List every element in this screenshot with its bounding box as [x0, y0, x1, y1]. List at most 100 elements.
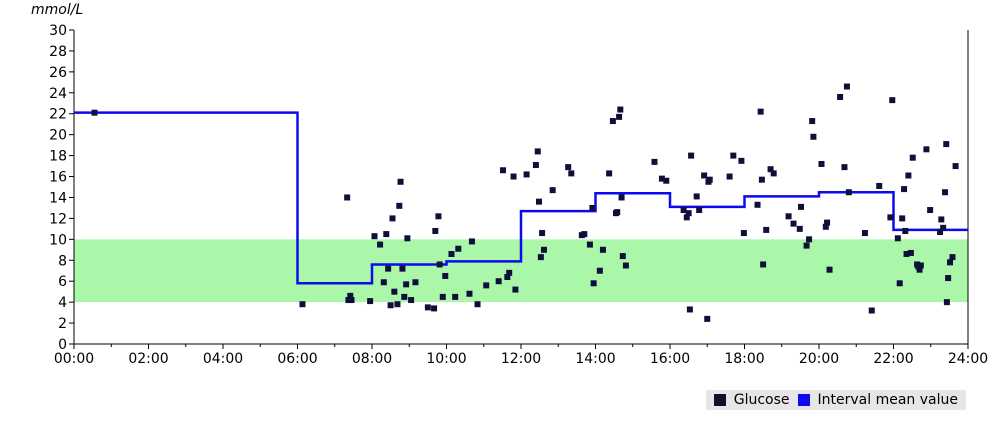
legend-item-glucose: Glucose [713, 392, 790, 408]
glucose-point [442, 272, 449, 279]
glucose-point [758, 176, 765, 183]
glucose-point [726, 173, 733, 180]
glucose-point [581, 231, 588, 238]
y-tick-label: 18 [49, 149, 67, 165]
glucose-point [565, 164, 572, 171]
glucose-point [394, 301, 401, 308]
glucose-point [845, 189, 852, 196]
glucose-point [399, 265, 406, 272]
interval-mean-line-layer [74, 111, 968, 285]
glucose-point [868, 307, 875, 314]
glucose-point [945, 275, 952, 282]
glucose-point [803, 242, 810, 249]
legend-label-glucose: Glucose [733, 392, 790, 408]
x-tick-label: 06:00 [277, 351, 317, 367]
glucose-point [843, 83, 850, 90]
x-tick-label: 04:00 [203, 351, 243, 367]
glucose-point [790, 220, 797, 227]
glucose-point [387, 302, 394, 309]
legend: Glucose Interval mean value [705, 390, 966, 410]
glucose-point [401, 293, 408, 300]
y-axis-unit-label: mmol/L [31, 2, 83, 18]
y-tick-label: 6 [58, 274, 67, 290]
glucose-point [763, 226, 770, 233]
glucose-point [902, 227, 909, 234]
glucose-point [549, 187, 556, 194]
glucose-point [367, 298, 374, 305]
glucose-point [923, 146, 930, 153]
y-tick-label: 12 [49, 211, 67, 227]
glucose-point [917, 262, 924, 269]
glucose-point [686, 306, 693, 313]
glucose-point [797, 203, 804, 210]
glucose-point [899, 215, 906, 222]
glucose-point [887, 214, 894, 221]
glucose-point [568, 170, 575, 177]
glucose-point [348, 297, 355, 304]
x-tick-label: 18:00 [724, 351, 764, 367]
glucose-point [822, 223, 829, 230]
glucose-point [404, 235, 411, 242]
glucose-point [658, 175, 665, 182]
glucose-point [380, 279, 387, 286]
y-tick-label: 20 [49, 128, 67, 144]
x-tick-label: 22:00 [873, 351, 913, 367]
glucose-point [896, 280, 903, 287]
glucose-point [704, 315, 711, 322]
glucose-point [391, 288, 398, 295]
glucose-point [589, 204, 596, 211]
glucose-point [536, 198, 543, 205]
glucose-point [590, 280, 597, 287]
glucose-point [622, 262, 629, 269]
y-tick-label: 10 [49, 232, 67, 248]
y-tick-label: 0 [58, 337, 67, 353]
glucose-point [696, 207, 703, 214]
glucose-point [596, 267, 603, 274]
glucose-point [730, 152, 737, 159]
glucose-point [483, 282, 490, 289]
glucose-point [424, 304, 431, 311]
glucose-point [806, 236, 813, 243]
glucose-point [377, 241, 384, 248]
glucose-point [903, 250, 910, 257]
glucose-point [614, 209, 621, 216]
glucose-point [586, 241, 593, 248]
glucose-point [431, 305, 438, 312]
glucose-point [452, 293, 459, 300]
glucose-point [757, 108, 764, 115]
glucose-point [474, 301, 481, 308]
glucose-point [396, 202, 403, 209]
glucose-point [824, 219, 831, 226]
glucose-point [938, 216, 945, 223]
x-tick-label: 20:00 [799, 351, 839, 367]
glucose-point [740, 230, 747, 237]
glucose-point [680, 207, 687, 214]
glucose-point [738, 157, 745, 164]
x-tick-label: 00:00 [54, 351, 94, 367]
y-tick-label: 24 [49, 86, 67, 102]
x-tick-label: 14:00 [575, 351, 615, 367]
glucose-point [606, 170, 613, 177]
glucose-point [345, 297, 352, 304]
glucose-point [837, 93, 844, 100]
glucose-point [299, 301, 306, 308]
glucose-points-layer [91, 83, 959, 322]
glucose-point [510, 173, 517, 180]
glucose-point [412, 279, 419, 286]
legend-swatch-interval-mean [797, 394, 810, 406]
glucose-point [371, 233, 378, 240]
glucose-point [432, 227, 439, 234]
glucose-point [383, 231, 390, 238]
glucose-point [347, 292, 354, 299]
glucose-point [927, 207, 934, 214]
glucose-point [448, 250, 455, 257]
glucose-point [91, 109, 98, 116]
glucose-point [344, 194, 351, 201]
glucose-point [539, 230, 546, 237]
glucose-point [439, 293, 446, 300]
x-tick-label: 10:00 [426, 351, 466, 367]
glucose-point [767, 166, 774, 173]
glucose-point [706, 176, 713, 183]
glucose-point [876, 182, 883, 189]
